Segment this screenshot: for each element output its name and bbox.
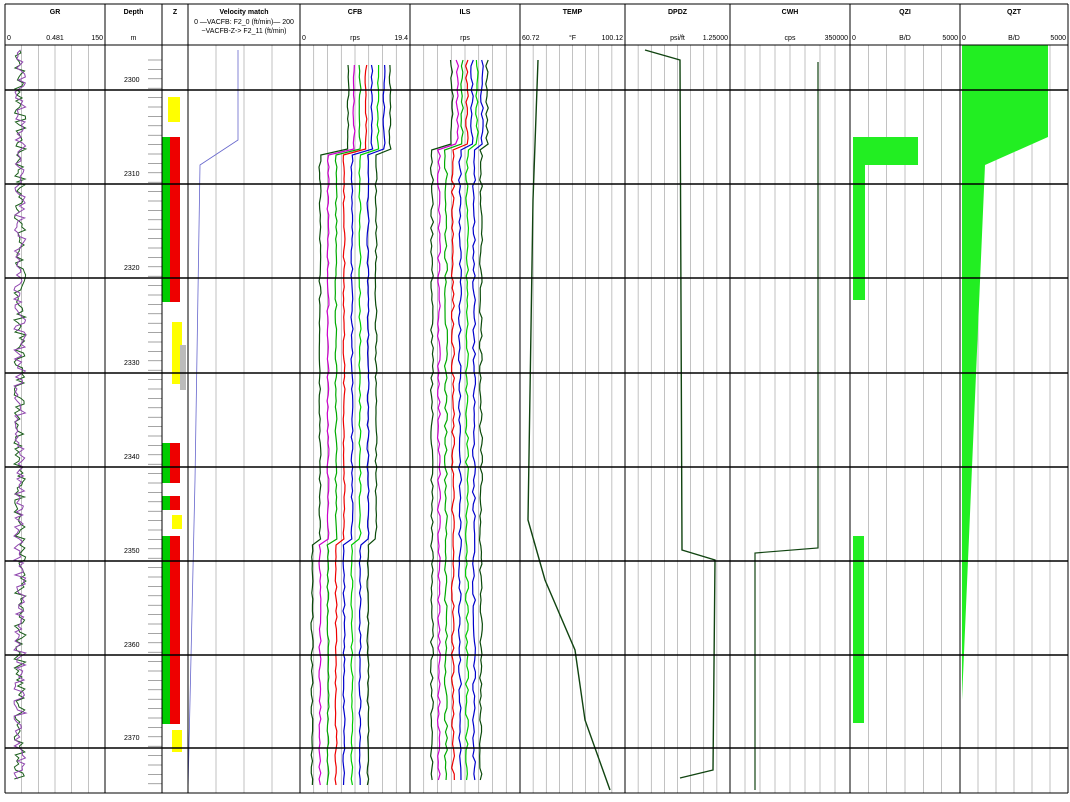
track-name: ILS xyxy=(460,9,471,16)
qzi-fill xyxy=(853,536,864,723)
ils-curve xyxy=(443,59,464,781)
zone-yellow xyxy=(172,730,182,752)
cfb-curve xyxy=(310,64,350,786)
ils-curve xyxy=(429,59,454,781)
gr-curve xyxy=(12,49,28,780)
cfb-curve xyxy=(334,64,368,786)
depth-label: 2370 xyxy=(124,735,140,742)
qzi-fill xyxy=(853,137,918,300)
ils-curve xyxy=(450,59,469,781)
zone-red xyxy=(170,443,180,483)
zone-green xyxy=(162,137,170,302)
depth-label: 2350 xyxy=(124,548,140,555)
fills xyxy=(162,45,1048,752)
zone-red xyxy=(170,137,180,302)
cfb-curve xyxy=(366,64,392,786)
ils-curve xyxy=(436,59,460,781)
gr-curve xyxy=(12,49,28,780)
scale-right: 19.4 xyxy=(394,35,408,42)
cfb-curve xyxy=(318,64,356,786)
cfb-curve xyxy=(342,64,374,786)
zone-yellow xyxy=(168,97,180,122)
scale-right: 100.12 xyxy=(602,35,624,42)
track-name: QZT xyxy=(1007,9,1022,16)
ils-curve xyxy=(471,59,484,781)
scale-right: 350000 xyxy=(825,35,848,42)
dpdz-curve xyxy=(644,49,716,779)
scale-unit: °F xyxy=(569,34,576,42)
scale-right: 1.25000 xyxy=(703,35,728,42)
scale-left: 60.72 xyxy=(522,35,540,42)
zone-yellow xyxy=(172,515,182,529)
depth-label: 2330 xyxy=(124,360,140,367)
scale-right: 5000 xyxy=(1050,35,1066,42)
scale-unit: rps xyxy=(350,35,360,42)
scale-unit: m xyxy=(131,35,137,42)
scale-left: 0 xyxy=(962,35,966,42)
ils-curve xyxy=(478,59,489,781)
scale-left: 0 xyxy=(852,35,856,42)
scale-right: 5000 xyxy=(942,35,958,42)
cfb-curve xyxy=(326,64,362,786)
scale-unit: B/D xyxy=(1008,35,1020,42)
depth-label: 2300 xyxy=(124,77,140,84)
zone-gray xyxy=(180,345,186,390)
depth-label: 2340 xyxy=(124,454,140,461)
scale-right: 150 xyxy=(91,35,103,42)
scale-left: 0 xyxy=(7,35,11,42)
depth-label: 2320 xyxy=(124,265,140,272)
track-name: CWH xyxy=(782,9,799,16)
curves xyxy=(12,49,819,791)
legend-entry: 0 —VACFB: F2_0 (ft/min)— 200 xyxy=(194,19,294,26)
scale-unit: cps xyxy=(785,35,796,42)
qzt-fill xyxy=(962,45,1048,700)
ils-curve xyxy=(457,59,474,781)
cwh-curve xyxy=(754,62,819,790)
cfb-curve xyxy=(358,64,386,786)
track-name: Velocity match xyxy=(219,9,268,16)
scale-unit: rps xyxy=(460,35,470,42)
track-name: Depth xyxy=(124,9,144,16)
track-name: GR xyxy=(50,9,61,16)
zone-red xyxy=(170,496,180,510)
velocity-curve xyxy=(187,50,239,791)
depth-label: 2360 xyxy=(124,642,140,649)
track-name: TEMP xyxy=(563,9,583,16)
scale-unit: B/D xyxy=(899,35,911,42)
scale-unit: psi/ft xyxy=(670,35,685,42)
zone-green xyxy=(162,496,170,510)
zone-red xyxy=(170,536,180,724)
zone-yellow xyxy=(172,322,182,384)
track-name: Z xyxy=(173,9,178,16)
track-name: CFB xyxy=(348,9,362,16)
cfb-curve xyxy=(350,64,380,786)
temp-curve xyxy=(527,59,611,791)
track-name: QZI xyxy=(899,9,911,16)
zone-green xyxy=(162,536,170,724)
ils-curve xyxy=(464,59,479,781)
legend-entry: ~VACFB-Z-> F2_11 (ft/min) xyxy=(202,28,287,35)
zone-green xyxy=(162,443,170,483)
frame: GR 0 0.481 150 Depth m Z Velocity match 0 —VACFB… xyxy=(4,3,1069,794)
scale-unit: 0.481 xyxy=(46,35,64,42)
track-name: DPDZ xyxy=(668,9,688,16)
scale-left: 0 xyxy=(302,35,306,42)
depth-label: 2310 xyxy=(124,171,140,178)
